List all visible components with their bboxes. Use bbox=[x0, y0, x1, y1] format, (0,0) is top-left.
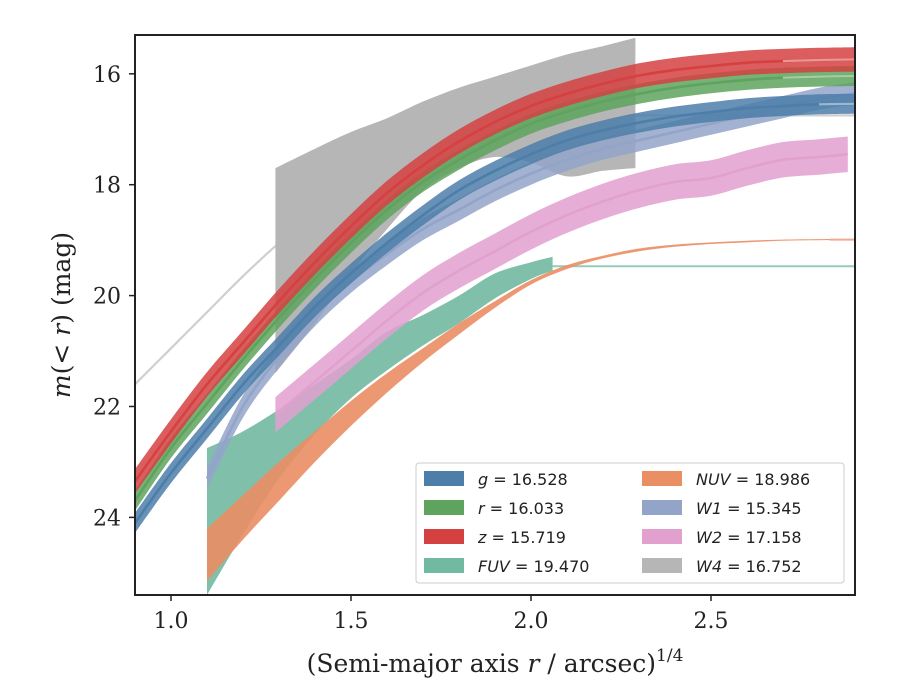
legend-label: r = 16.033 bbox=[478, 499, 564, 518]
series-w2-band bbox=[275, 136, 848, 433]
series-g-tail bbox=[818, 102, 855, 106]
legend-item-w2: W2 = 17.158 bbox=[642, 528, 802, 547]
legend-swatch bbox=[424, 500, 464, 515]
x-tick-label: 1.5 bbox=[334, 609, 369, 634]
legend: g = 16.528 r = 16.033 z = 15.719 FUV = 19.4… bbox=[415, 462, 845, 584]
legend-swatch bbox=[642, 558, 682, 573]
series-z-tail bbox=[782, 58, 855, 63]
legend-swatch bbox=[642, 471, 682, 486]
legend-label: NUV = 18.986 bbox=[696, 470, 810, 489]
y-tick-label: 20 bbox=[93, 285, 121, 310]
series-w2 bbox=[274, 136, 848, 433]
legend-box bbox=[415, 462, 845, 584]
y-tick-label: 18 bbox=[93, 174, 121, 199]
legend-item-z: z = 15.719 bbox=[424, 528, 566, 547]
plot-area bbox=[135, 37, 855, 595]
legend-item-nuv: NUV = 18.986 bbox=[642, 470, 810, 489]
series-nuv bbox=[207, 238, 855, 582]
x-axis-label: (Semi-major axis r / arcsec)1/4 bbox=[307, 646, 684, 678]
legend-item-w1: W1 = 15.345 bbox=[642, 499, 802, 518]
y-tick-label: 22 bbox=[93, 395, 121, 420]
legend-label: W1 = 15.345 bbox=[696, 499, 802, 518]
legend-item-g: g = 16.528 bbox=[424, 470, 568, 489]
x-tick-label: 2.5 bbox=[694, 609, 729, 634]
legend-swatch bbox=[424, 558, 464, 573]
x-tick-label: 1.0 bbox=[154, 609, 189, 634]
axis-ticks: 1.0 1.5 2.0 2.5 16 18 20 22 24 bbox=[93, 63, 729, 634]
legend-label: W4 = 16.752 bbox=[696, 557, 802, 576]
plot-frame bbox=[134, 34, 856, 596]
legend-label: g = 16.528 bbox=[478, 470, 568, 489]
legend-swatch bbox=[424, 471, 464, 486]
y-axis-label: m(< r) (mag) bbox=[47, 232, 76, 398]
y-tick-label: 16 bbox=[93, 63, 121, 88]
series-r-tail bbox=[782, 74, 855, 79]
legend-item-w4: W4 = 16.752 bbox=[642, 557, 802, 576]
legend-item-fuv: FUV = 19.470 bbox=[424, 557, 589, 576]
legend-swatch bbox=[642, 529, 682, 544]
series-z-line bbox=[135, 58, 855, 483]
series-r bbox=[135, 66, 855, 511]
y-tick-label: 24 bbox=[93, 506, 121, 531]
series-g-line bbox=[135, 102, 855, 524]
series-g bbox=[135, 93, 855, 533]
legend-swatch bbox=[642, 500, 682, 515]
legend-label: FUV = 19.470 bbox=[478, 557, 589, 576]
series-z bbox=[135, 47, 855, 494]
legend-label: z = 15.719 bbox=[477, 528, 566, 547]
legend-label: W2 = 17.158 bbox=[696, 528, 802, 547]
x-tick-label: 2.0 bbox=[514, 609, 549, 634]
series-w2-line bbox=[274, 152, 848, 416]
legend-swatch bbox=[424, 529, 464, 544]
series-r-line bbox=[135, 74, 855, 502]
legend-item-r: r = 16.033 bbox=[424, 499, 564, 518]
